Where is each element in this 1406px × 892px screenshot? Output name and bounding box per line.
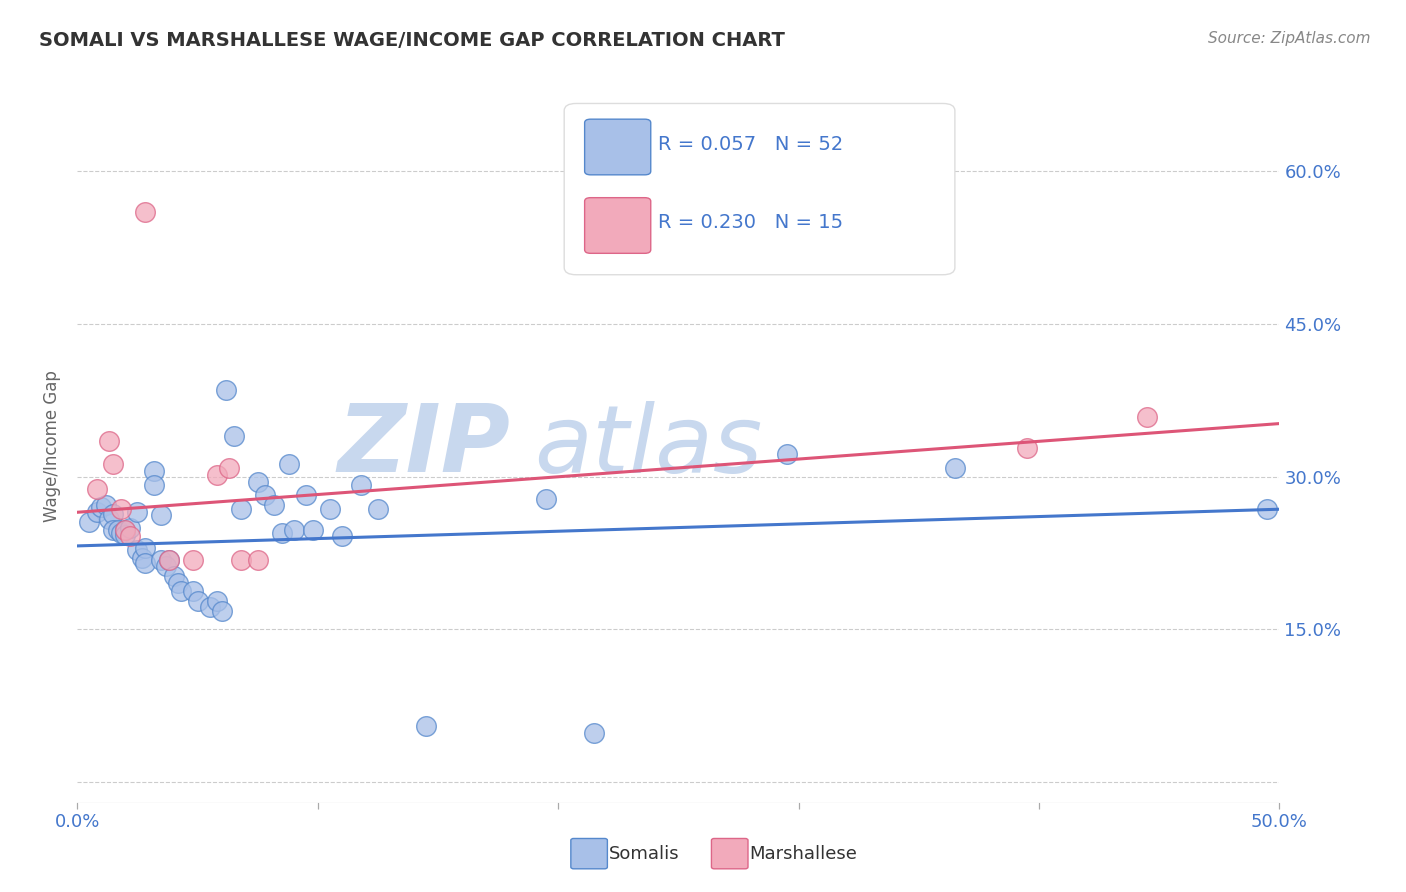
Point	[1136, 410, 1159, 425]
Point	[270, 525, 292, 540]
Point	[79, 516, 101, 530]
Point	[150, 553, 173, 567]
Point	[107, 523, 129, 537]
Point	[775, 447, 797, 461]
Point	[97, 512, 120, 526]
Point	[222, 429, 245, 443]
Point	[134, 556, 156, 570]
Point	[120, 529, 142, 543]
Text: Marshallese: Marshallese	[749, 845, 858, 863]
Point	[415, 719, 437, 733]
FancyBboxPatch shape	[564, 103, 955, 275]
Point	[215, 383, 238, 397]
Point	[229, 553, 252, 567]
Point	[246, 553, 269, 567]
Point	[181, 553, 204, 567]
Point	[330, 529, 353, 543]
Point	[167, 575, 190, 590]
Point	[114, 527, 136, 541]
Point	[120, 520, 142, 534]
Point	[114, 523, 136, 537]
Point	[96, 498, 118, 512]
Text: Source: ZipAtlas.com: Source: ZipAtlas.com	[1208, 31, 1371, 46]
Point	[277, 458, 299, 472]
Point	[181, 583, 204, 598]
Point	[246, 475, 269, 489]
Point	[110, 525, 132, 540]
Point	[229, 502, 252, 516]
Point	[367, 502, 389, 516]
FancyBboxPatch shape	[585, 120, 651, 175]
Point	[134, 541, 156, 555]
Point	[187, 594, 209, 608]
Text: R = 0.230   N = 15: R = 0.230 N = 15	[658, 213, 844, 232]
Point	[143, 465, 166, 479]
Point	[253, 488, 276, 502]
Y-axis label: Wage/Income Gap: Wage/Income Gap	[44, 370, 62, 522]
Point	[294, 488, 316, 502]
Point	[103, 508, 125, 522]
Point	[350, 477, 373, 491]
Text: atlas: atlas	[534, 401, 762, 491]
Point	[211, 604, 233, 618]
Point	[110, 502, 132, 516]
Point	[143, 477, 166, 491]
Point	[127, 505, 149, 519]
Point	[218, 461, 240, 475]
Point	[103, 523, 125, 537]
Point	[1256, 502, 1278, 516]
Point	[103, 458, 125, 472]
Point	[86, 482, 108, 496]
Point	[205, 467, 228, 482]
Point	[155, 559, 177, 574]
Text: R = 0.057   N = 52: R = 0.057 N = 52	[658, 135, 844, 153]
Point	[131, 551, 153, 566]
FancyBboxPatch shape	[585, 198, 651, 253]
Point	[583, 726, 606, 740]
Point	[134, 204, 156, 219]
Point	[302, 523, 325, 537]
Point	[943, 461, 966, 475]
Point	[157, 553, 180, 567]
Point	[97, 434, 120, 448]
Point	[534, 491, 557, 506]
Point	[162, 569, 184, 583]
Point	[114, 523, 136, 537]
Point	[150, 508, 173, 523]
Point	[90, 500, 112, 515]
Point	[263, 498, 285, 512]
Text: SOMALI VS MARSHALLESE WAGE/INCOME GAP CORRELATION CHART: SOMALI VS MARSHALLESE WAGE/INCOME GAP CO…	[39, 31, 785, 50]
Point	[1015, 441, 1038, 455]
Point	[319, 502, 342, 516]
Point	[86, 505, 108, 519]
Text: ZIP: ZIP	[337, 400, 510, 492]
Point	[157, 553, 180, 567]
Text: Somalis: Somalis	[609, 845, 679, 863]
Point	[205, 594, 228, 608]
Point	[198, 600, 221, 615]
Point	[283, 523, 305, 537]
Point	[127, 543, 149, 558]
Point	[170, 583, 193, 598]
